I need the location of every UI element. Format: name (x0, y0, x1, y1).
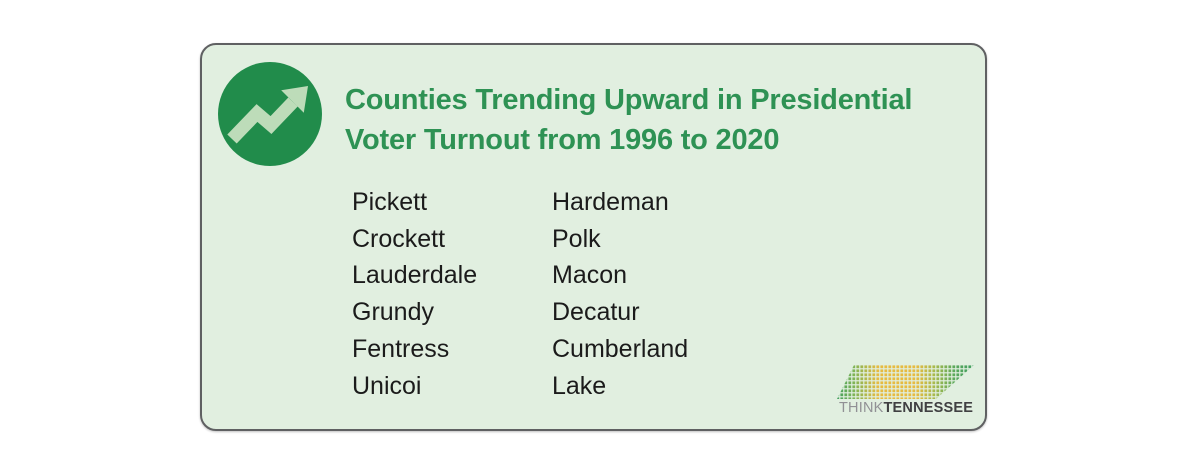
county-list-column-2: Hardeman Polk Macon Decatur Cumberland L… (552, 184, 688, 404)
county-name: Fentress (352, 334, 450, 363)
county-name: Pickett (352, 188, 428, 216)
county-name: Grundy (352, 298, 434, 327)
tennessee-map-icon (837, 365, 974, 399)
title-line-2: Voter Turnout from 1996 to 2020 (345, 124, 780, 156)
county-name: Lauderdale (352, 261, 478, 290)
county-list-column-1: Pickett Crockett Lauderdale Grundy Fentr… (352, 184, 477, 404)
think-tennessee-logo: THINKTENNESSEE (836, 365, 976, 416)
county-name: Polk (552, 224, 601, 253)
county-name: Cumberland (552, 334, 689, 363)
county-name: Decatur (552, 298, 640, 327)
logo-think-text: THINK (839, 400, 884, 416)
infographic-card: Counties Trending Upward in Presidential… (200, 43, 987, 431)
trending-up-icon (218, 62, 322, 166)
title-line-1: Counties Trending Upward in Presidential (345, 84, 913, 116)
trending-up-icon-graphic (218, 62, 322, 166)
county-name: Macon (552, 261, 628, 290)
logo-tennessee-text: TENNESSEE (883, 400, 974, 416)
logo-wordmark: THINKTENNESSEE (836, 400, 976, 416)
county-name: Unicoi (352, 371, 422, 400)
county-name: Hardeman (552, 188, 669, 216)
county-name: Crockett (352, 224, 446, 253)
card-title: Counties Trending Upward in Presidential… (345, 80, 965, 160)
county-name: Lake (552, 371, 607, 400)
